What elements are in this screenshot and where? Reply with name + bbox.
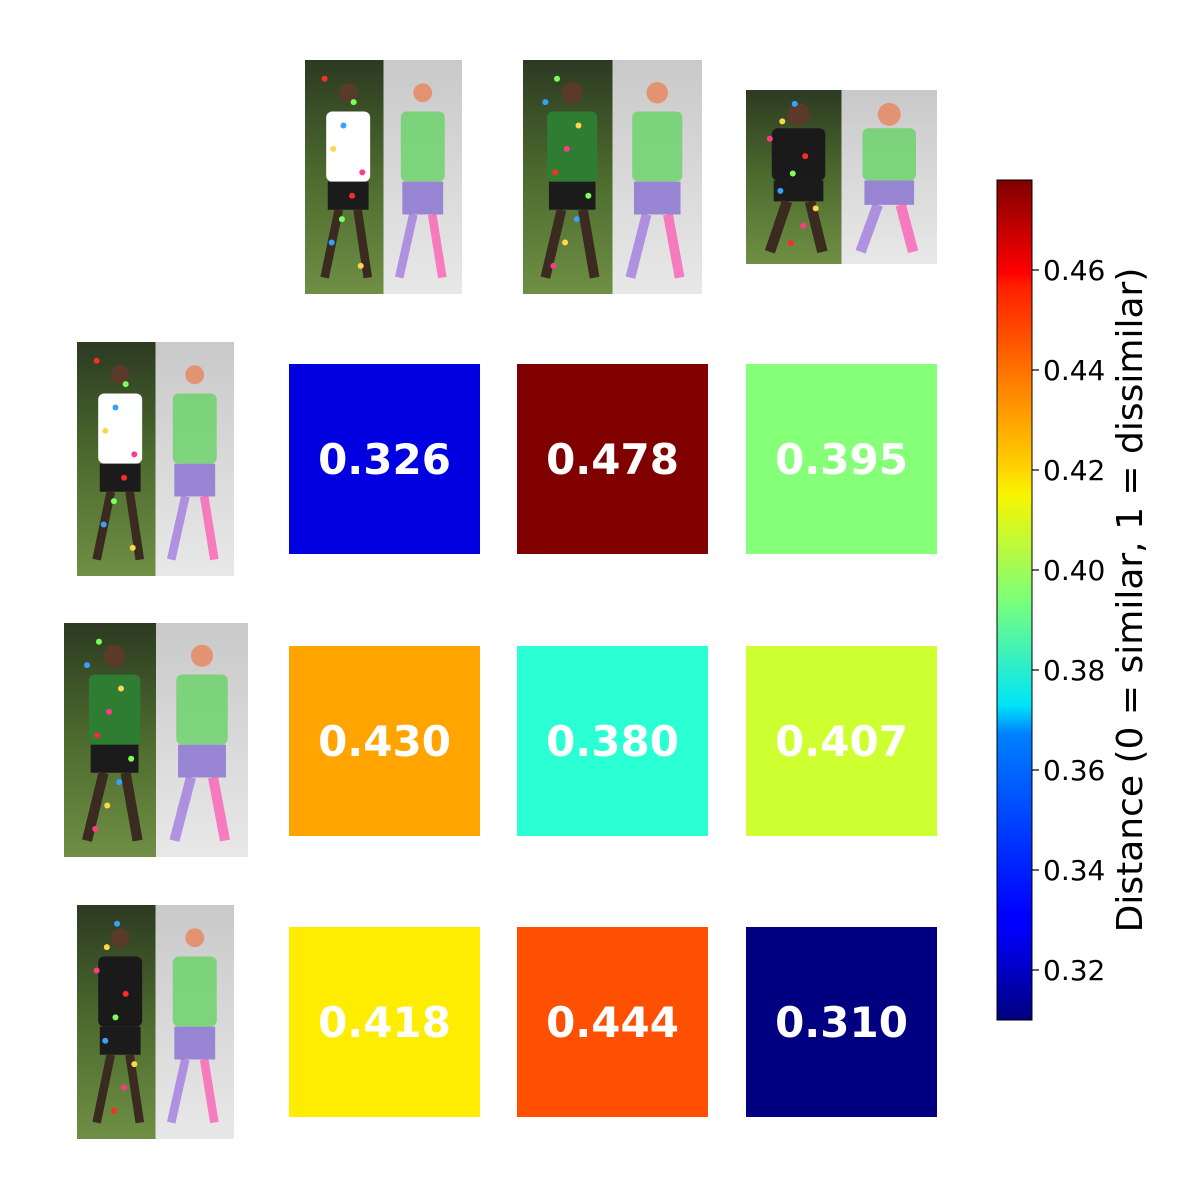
colorbar-tick-label: 0.34 — [1043, 854, 1105, 887]
heatmap-cell — [746, 646, 937, 836]
colorbar-tick-label: 0.42 — [1043, 454, 1105, 487]
column-thumbnail — [746, 90, 937, 264]
heatmap-cell — [746, 364, 937, 554]
colorbar-tick-label: 0.46 — [1043, 254, 1105, 287]
row-thumbnail — [77, 342, 234, 576]
row-thumbnail — [64, 623, 248, 857]
colorbar: 0.32 0.34 0.36 0.38 0.40 0.42 0.44 0.46 Distanc… — [996, 179, 1151, 1021]
colorbar-tick-label: 0.44 — [1043, 354, 1105, 387]
heatmap-cell-label: 0.326 — [318, 435, 451, 484]
heatmap-cells: 0.326 0.478 0.395 0.430 0.380 0.407 0.418 0.444… — [289, 364, 937, 1117]
heatmap-cell-label: 0.310 — [775, 998, 908, 1047]
colorbar-label: Distance (0 = similar, 1 = dissimilar) — [1110, 268, 1151, 933]
column-thumbnail — [305, 60, 462, 294]
heatmap-cell — [517, 927, 708, 1117]
heatmap-cell — [289, 646, 480, 836]
heatmap-cell-label: 0.407 — [775, 717, 908, 766]
heatmap-cell — [517, 364, 708, 554]
heatmap-cell — [517, 646, 708, 836]
colorbar-tick-label: 0.40 — [1043, 554, 1105, 587]
heatmap-cell-label: 0.444 — [546, 998, 679, 1047]
heatmap-cell-label: 0.478 — [546, 435, 679, 484]
column-thumbnail — [523, 60, 702, 294]
heatmap-cell-label: 0.430 — [318, 717, 451, 766]
colorbar-tick-label: 0.32 — [1043, 954, 1105, 987]
colorbar-ticks: 0.32 0.34 0.36 0.38 0.40 0.42 0.44 0.46 — [1032, 254, 1105, 987]
colorbar-gradient — [996, 179, 1033, 1021]
heatmap-cell — [746, 927, 937, 1117]
heatmap-cell — [289, 927, 480, 1117]
heatmap-cell — [289, 364, 480, 554]
heatmap-cell-label: 0.395 — [775, 435, 908, 484]
heatmap-cell-label: 0.380 — [546, 717, 679, 766]
colorbar-tick-label: 0.38 — [1043, 654, 1105, 687]
player-thumbnails — [64, 60, 937, 1139]
colorbar-tick-label: 0.36 — [1043, 754, 1105, 787]
heatmap-cell-label: 0.418 — [318, 998, 451, 1047]
row-thumbnail — [77, 905, 234, 1139]
